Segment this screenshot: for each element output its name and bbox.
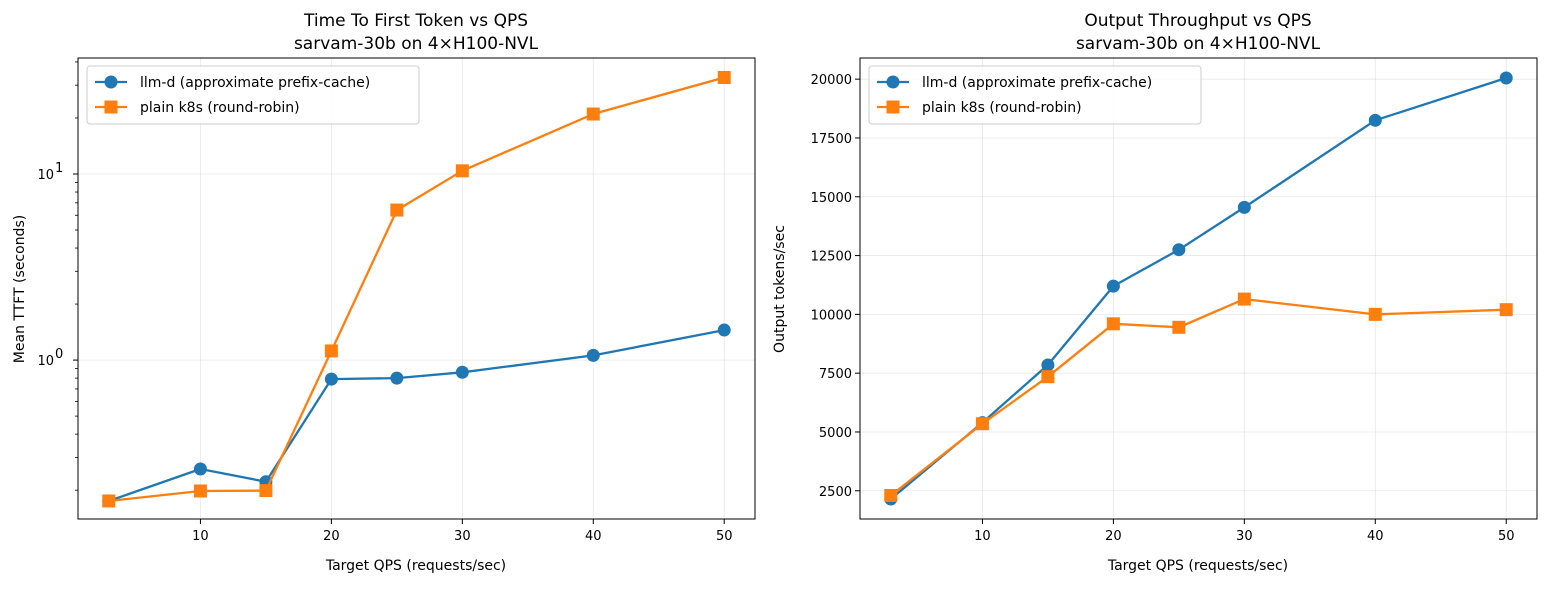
throughput-data-point bbox=[1499, 71, 1513, 85]
throughput-legend-label-llmd: llm-d (approximate prefix-cache) bbox=[922, 75, 1152, 91]
throughput-data-point bbox=[1041, 358, 1055, 372]
ttft-y-tick-exponent: 1 bbox=[55, 161, 63, 176]
throughput-chart: Output Throughput vs QPS sarvam-30b on 4… bbox=[772, 11, 1538, 574]
ttft-chart: Time To First Token vs QPS sarvam-30b on… bbox=[12, 11, 756, 574]
ttft-data-point bbox=[717, 323, 731, 337]
throughput-plot-frame bbox=[859, 57, 1538, 520]
ttft-y-tick-label: 10 bbox=[37, 168, 54, 183]
throughput-y-tick-label: 20000 bbox=[811, 73, 852, 88]
ttft-data-point bbox=[324, 372, 338, 386]
throughput-legend-marker-k8s bbox=[886, 100, 900, 114]
ttft-series-line bbox=[108, 328, 725, 503]
ttft-x-tick-label: 10 bbox=[192, 529, 209, 544]
throughput-data-point bbox=[1368, 113, 1382, 127]
ttft-data-point bbox=[390, 371, 404, 385]
throughput-data-point bbox=[1172, 320, 1186, 334]
ttft-y-tick-exponent: 0 bbox=[55, 347, 63, 362]
throughput-data-point bbox=[1106, 279, 1120, 293]
throughput-y-tick-label: 10000 bbox=[811, 308, 852, 323]
throughput-legend-frame bbox=[868, 65, 1202, 125]
ttft-x-tick-label: 20 bbox=[323, 529, 340, 544]
throughput-legend-label-k8s: plain k8s (round-robin) bbox=[922, 100, 1082, 116]
throughput-y-tick-label: 12500 bbox=[811, 250, 852, 265]
ttft-y-tick-label: 10 bbox=[37, 354, 54, 369]
ttft-series bbox=[102, 70, 731, 508]
throughput-chart-subtitle: sarvam-30b on 4×H100-NVL bbox=[1076, 34, 1321, 54]
throughput-data-point bbox=[1237, 200, 1251, 214]
ttft-data-point bbox=[193, 484, 207, 498]
ttft-series-line bbox=[108, 76, 725, 503]
throughput-x-tick-label: 30 bbox=[1236, 529, 1253, 544]
throughput-x-tick-label: 10 bbox=[974, 529, 991, 544]
ttft-data-point bbox=[586, 107, 600, 121]
throughput-y-tick-label: 5000 bbox=[819, 426, 852, 441]
throughput-x-tick-label: 50 bbox=[1498, 529, 1515, 544]
ttft-grid bbox=[78, 58, 755, 519]
ttft-data-point bbox=[586, 348, 600, 362]
throughput-y-tick-label: 2500 bbox=[819, 485, 852, 500]
throughput-data-point bbox=[1106, 317, 1120, 331]
ttft-x-axis-label: Target QPS (requests/sec) bbox=[325, 558, 506, 574]
throughput-y-tick-label: 15000 bbox=[811, 191, 852, 206]
throughput-x-tick-label: 20 bbox=[1105, 529, 1122, 544]
throughput-legend-marker-llmd bbox=[886, 75, 900, 89]
throughput-series-line bbox=[890, 297, 1507, 497]
ttft-legend-marker-k8s bbox=[104, 100, 118, 114]
ttft-data-point bbox=[193, 462, 207, 476]
throughput-legend: llm-d (approximate prefix-cache) plain k… bbox=[868, 65, 1202, 125]
throughput-data-point bbox=[884, 488, 898, 502]
throughput-data-point bbox=[1041, 370, 1055, 384]
throughput-series bbox=[884, 71, 1513, 506]
ttft-data-point bbox=[717, 70, 731, 84]
throughput-series-line bbox=[890, 76, 1507, 500]
ttft-chart-subtitle: sarvam-30b on 4×H100-NVL bbox=[294, 34, 539, 54]
throughput-ticks: 10 20 30 40 50 2500 5000 7500 10000 12500 15000 175… bbox=[811, 73, 1515, 544]
throughput-y-tick-label: 7500 bbox=[819, 367, 852, 382]
ttft-y-axis-label: Mean TTFT (seconds) bbox=[12, 215, 28, 363]
ttft-chart-title: Time To First Token vs QPS bbox=[303, 11, 528, 31]
ttft-legend: llm-d (approximate prefix-cache) plain k… bbox=[86, 65, 420, 125]
throughput-data-point bbox=[1172, 243, 1186, 257]
ttft-data-point bbox=[259, 484, 273, 498]
throughput-data-point bbox=[975, 417, 989, 431]
ttft-plot-frame bbox=[77, 57, 756, 520]
ttft-legend-label-k8s: plain k8s (round-robin) bbox=[140, 100, 300, 116]
ttft-x-tick-label: 50 bbox=[716, 529, 733, 544]
ttft-legend-marker-llmd bbox=[104, 75, 118, 89]
ttft-data-point bbox=[455, 164, 469, 178]
throughput-x-tick-label: 40 bbox=[1367, 529, 1384, 544]
throughput-y-axis-label: Output tokens/sec bbox=[772, 225, 788, 353]
ttft-x-tick-label: 40 bbox=[585, 529, 602, 544]
ttft-legend-label-llmd: llm-d (approximate prefix-cache) bbox=[140, 75, 370, 91]
throughput-data-point bbox=[1368, 307, 1382, 321]
ttft-x-tick-label: 30 bbox=[454, 529, 471, 544]
throughput-data-point bbox=[1237, 292, 1251, 306]
throughput-data-point bbox=[1499, 303, 1513, 317]
ttft-data-point bbox=[455, 365, 469, 379]
throughput-chart-title: Output Throughput vs QPS bbox=[1084, 11, 1311, 31]
ttft-data-point bbox=[324, 344, 338, 358]
ttft-data-point bbox=[390, 203, 404, 217]
ttft-legend-frame bbox=[86, 65, 420, 125]
ttft-data-point bbox=[102, 494, 116, 508]
throughput-y-tick-label: 17500 bbox=[811, 132, 852, 147]
throughput-x-axis-label: Target QPS (requests/sec) bbox=[1107, 558, 1288, 574]
